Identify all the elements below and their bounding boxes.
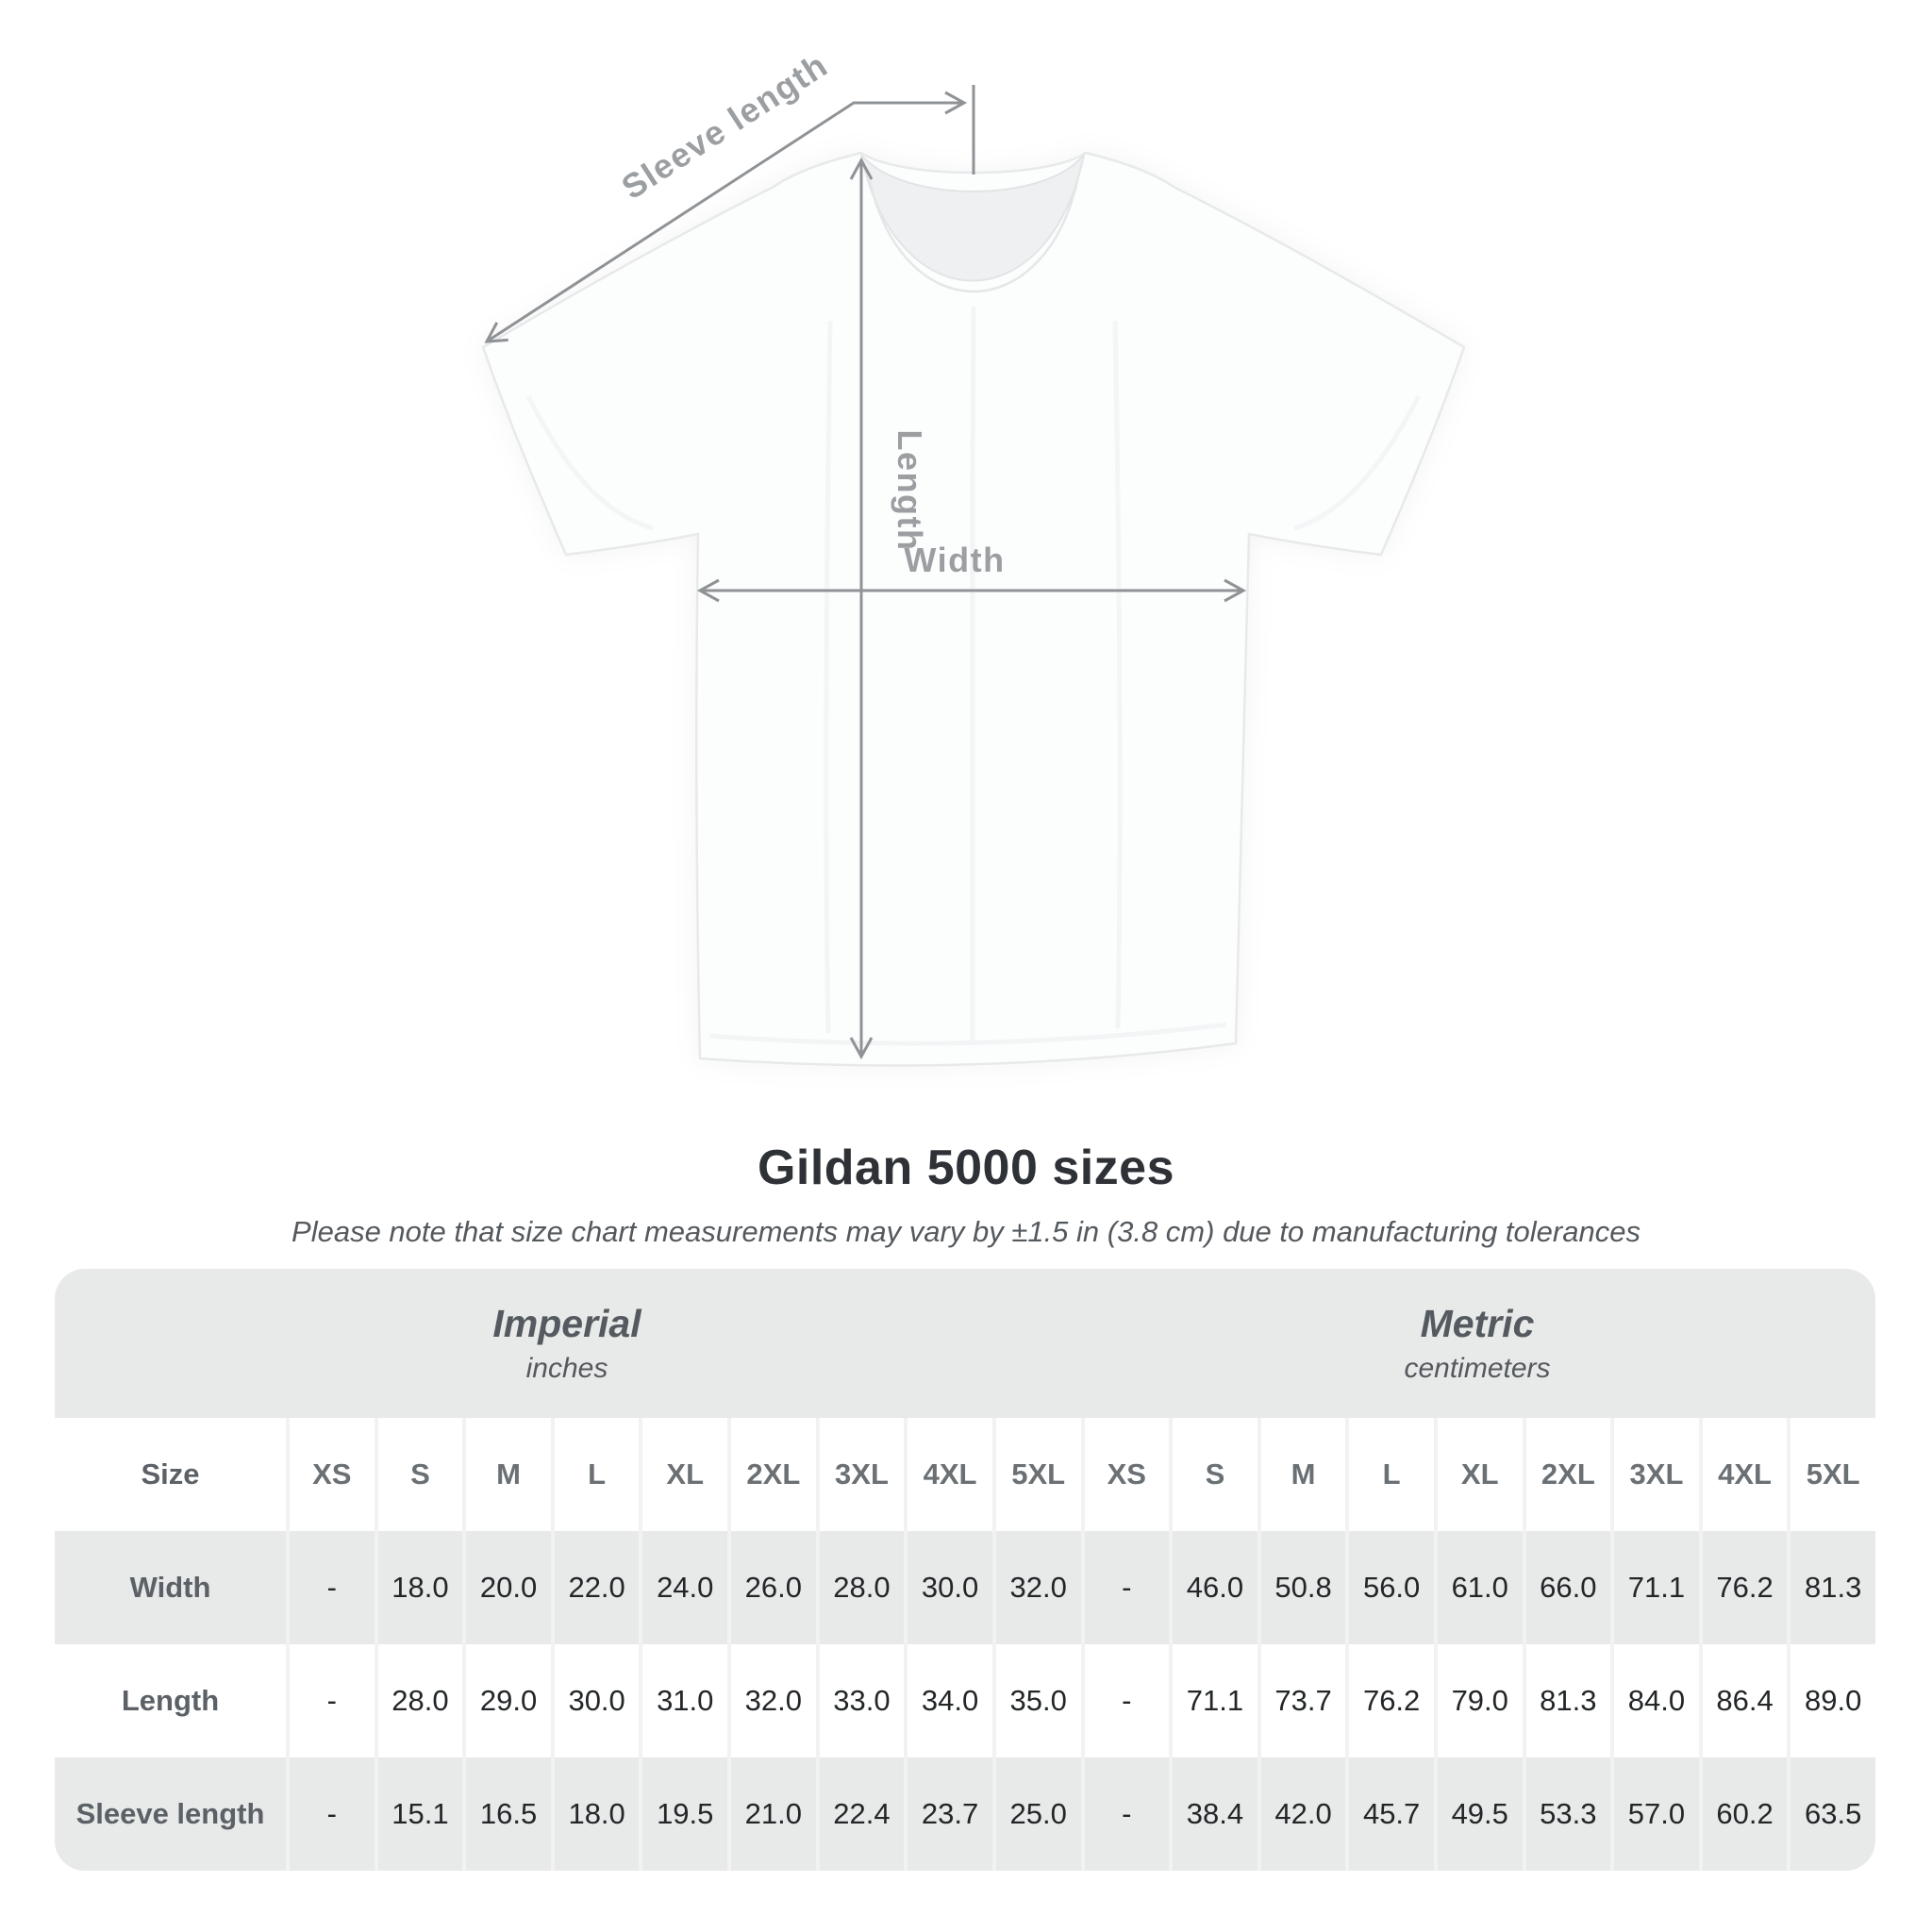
measurement-value: 86.4 xyxy=(1698,1644,1788,1757)
size-column-header: M xyxy=(462,1418,551,1531)
measurement-value: - xyxy=(286,1757,375,1871)
sleeve-length-arrow xyxy=(484,91,968,343)
measurement-value: 31.0 xyxy=(639,1644,727,1757)
measurement-value: 79.0 xyxy=(1433,1644,1523,1757)
imperial-section-header: Imperial inches xyxy=(55,1269,1079,1418)
measurement-value: 56.0 xyxy=(1345,1531,1434,1644)
measurement-value: - xyxy=(1080,1644,1170,1757)
size-column-header: S xyxy=(374,1418,463,1531)
size-header-row: Size XS S M L XL 2XL 3XL 4XL 5XL XS S M L XL 2XL 3XL 4XL 5… xyxy=(55,1418,1875,1531)
measurement-value: 32.0 xyxy=(727,1644,816,1757)
measurement-value: 35.0 xyxy=(991,1644,1081,1757)
measurement-value: 73.7 xyxy=(1257,1644,1346,1757)
measurement-value: 63.5 xyxy=(1787,1757,1875,1871)
size-chart-table: Imperial inches Metric centimeters Size X… xyxy=(55,1269,1875,1871)
row-label: Width xyxy=(129,1571,211,1604)
measurement-value: 18.0 xyxy=(374,1531,463,1644)
tshirt-graphic xyxy=(481,151,1466,1067)
measurement-value: 21.0 xyxy=(727,1757,816,1871)
measurement-value: 66.0 xyxy=(1522,1531,1611,1644)
imperial-title: Imperial xyxy=(492,1302,641,1345)
measurement-value: 26.0 xyxy=(727,1531,816,1644)
measurement-value: 50.8 xyxy=(1257,1531,1346,1644)
size-column-header: 5XL xyxy=(1787,1418,1875,1531)
row-label: Size xyxy=(141,1457,200,1491)
measurement-value: 57.0 xyxy=(1610,1757,1699,1871)
measurement-value: 28.0 xyxy=(815,1531,905,1644)
size-column-header: S xyxy=(1169,1418,1257,1531)
page-title: Gildan 5000 sizes xyxy=(757,1141,1175,1195)
measurement-value: 32.0 xyxy=(991,1531,1081,1644)
size-column-header: 3XL xyxy=(815,1418,905,1531)
measurement-value: 81.3 xyxy=(1787,1531,1875,1644)
measurement-value: 28.0 xyxy=(374,1644,463,1757)
fabric-folds xyxy=(525,306,1422,1046)
measurement-value: 19.5 xyxy=(639,1757,727,1871)
size-chart-grid: Size XS S M L XL 2XL 3XL 4XL 5XL XS S M L XL 2XL 3XL 4XL 5… xyxy=(55,1418,1875,1871)
row-label: Sleeve length xyxy=(75,1797,265,1830)
imperial-unit: inches xyxy=(525,1353,608,1384)
size-column-header: 2XL xyxy=(1522,1418,1611,1531)
measurement-value: 18.0 xyxy=(550,1757,640,1871)
measurement-value: 33.0 xyxy=(815,1644,905,1757)
measurement-value: 89.0 xyxy=(1787,1644,1875,1757)
measurement-value: 30.0 xyxy=(550,1644,640,1757)
measurement-value: 16.5 xyxy=(462,1757,551,1871)
measurement-value: 53.3 xyxy=(1522,1757,1611,1871)
metric-title: Metric xyxy=(1420,1302,1535,1345)
measurement-value: - xyxy=(1080,1531,1170,1644)
row-label: Length xyxy=(121,1684,220,1717)
measurement-value: - xyxy=(286,1531,375,1644)
measurement-value: 25.0 xyxy=(991,1757,1081,1871)
measurement-value: 76.2 xyxy=(1345,1644,1434,1757)
metric-unit: centimeters xyxy=(1404,1353,1551,1384)
measurement-value: - xyxy=(1080,1757,1170,1871)
size-column-header: XS xyxy=(1080,1418,1170,1531)
unit-header-band: Imperial inches Metric centimeters xyxy=(55,1269,1875,1418)
size-column-header: 4XL xyxy=(904,1418,992,1531)
measurement-value: 23.7 xyxy=(904,1757,992,1871)
measurement-value: - xyxy=(286,1644,375,1757)
size-column-header: L xyxy=(1345,1418,1434,1531)
measurement-value: 61.0 xyxy=(1433,1531,1523,1644)
width-label: Width xyxy=(904,541,1005,579)
tshirt-measurement-diagram: Sleeve length Length Width xyxy=(481,45,1466,1067)
measurement-value: 84.0 xyxy=(1610,1644,1699,1757)
measurement-value: 24.0 xyxy=(639,1531,727,1644)
measurement-value: 15.1 xyxy=(374,1757,463,1871)
size-column-header: XL xyxy=(1433,1418,1523,1531)
measurement-value: 46.0 xyxy=(1169,1531,1257,1644)
measurement-value: 29.0 xyxy=(462,1644,551,1757)
measurement-value: 22.4 xyxy=(815,1757,905,1871)
metric-section-header: Metric centimeters xyxy=(1079,1269,1875,1418)
measurement-row: Width -18.0 20.0 22.0 24.0 26.0 28.0 30.0 32.0-4… xyxy=(55,1531,1875,1644)
measurement-value: 30.0 xyxy=(904,1531,992,1644)
size-column-header: 3XL xyxy=(1610,1418,1699,1531)
size-column-header: XS xyxy=(286,1418,375,1531)
length-label: Length xyxy=(891,430,929,552)
measurement-value: 60.2 xyxy=(1698,1757,1788,1871)
measurement-row: Length -28.0 29.0 30.0 31.0 32.0 33.0 34.0 35.0-… xyxy=(55,1644,1875,1757)
measurement-value: 34.0 xyxy=(904,1644,992,1757)
measurement-value: 42.0 xyxy=(1257,1757,1346,1871)
measurement-value: 71.1 xyxy=(1610,1531,1699,1644)
size-column-header: 2XL xyxy=(727,1418,816,1531)
measurement-row: Sleeve length -15.1 16.5 18.0 19.5 21.0 22.4 23… xyxy=(55,1757,1875,1871)
measurement-value: 38.4 xyxy=(1169,1757,1257,1871)
size-column-header: M xyxy=(1257,1418,1346,1531)
measurement-value: 45.7 xyxy=(1345,1757,1434,1871)
measurement-value: 76.2 xyxy=(1698,1531,1788,1644)
tolerance-note: Please note that size chart measurements… xyxy=(291,1215,1641,1248)
size-column-header: 4XL xyxy=(1698,1418,1788,1531)
measurement-value: 49.5 xyxy=(1433,1757,1523,1871)
measurement-value: 20.0 xyxy=(462,1531,551,1644)
size-column-header: 5XL xyxy=(991,1418,1081,1531)
size-column-header: L xyxy=(550,1418,640,1531)
measurement-value: 81.3 xyxy=(1522,1644,1611,1757)
measurement-value: 71.1 xyxy=(1169,1644,1257,1757)
measurement-value: 22.0 xyxy=(550,1531,640,1644)
size-column-header: XL xyxy=(639,1418,727,1531)
measurement-annotations xyxy=(484,85,1247,1060)
